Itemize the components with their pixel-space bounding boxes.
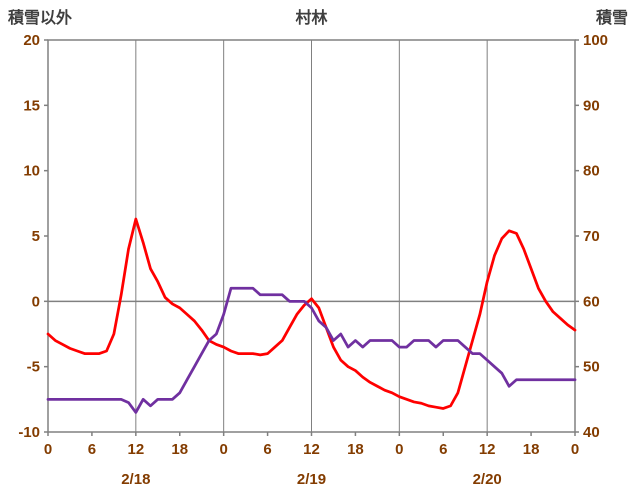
right-axis-title: 積雪 (595, 10, 628, 27)
left-axis-tick-label: -10 (18, 424, 40, 441)
series-red-line (46, 217, 577, 410)
right-axis-tick-label: 70 (583, 228, 600, 245)
right-axis-tick-label: 60 (583, 293, 600, 310)
series-purple-line (46, 286, 577, 414)
x-axis-tick-label: 12 (303, 441, 320, 458)
chart-title: 村林 (295, 10, 328, 27)
x-axis-tick-label: 12 (127, 441, 144, 458)
x-axis-tick-label: 18 (347, 441, 364, 458)
right-axis-tick-label: 80 (583, 163, 600, 180)
date-label: 2/19 (297, 471, 326, 488)
date-label: 2/18 (121, 471, 150, 488)
right-axis-tick-label: 100 (583, 32, 608, 49)
right-axis-tick-label: 50 (583, 359, 600, 376)
left-axis-tick-label: 5 (32, 228, 40, 245)
left-axis-tick-label: 0 (32, 293, 40, 310)
x-axis-tick-label: 18 (171, 441, 188, 458)
left-axis-tick-label: -5 (27, 359, 40, 376)
x-axis-tick-label: 6 (88, 441, 96, 458)
left-axis-tick-label: 15 (23, 97, 40, 114)
date-label: 2/20 (473, 471, 502, 488)
right-axis-tick-label: 90 (583, 97, 600, 114)
x-axis-tick-label: 0 (44, 441, 52, 458)
left-axis-title: 積雪以外 (8, 10, 73, 27)
left-axis-tick-label: 10 (23, 163, 40, 180)
x-axis-tick-label: 6 (439, 441, 447, 458)
x-axis-tick-label: 12 (479, 441, 496, 458)
x-axis-tick-label: 18 (523, 441, 540, 458)
x-axis-tick-label: 0 (395, 441, 403, 458)
left-axis-tick-label: 20 (23, 32, 40, 49)
right-axis-tick-label: 40 (583, 424, 600, 441)
x-axis-tick-label: 0 (571, 441, 579, 458)
x-axis-tick-label: 0 (219, 441, 227, 458)
x-axis-tick-label: 6 (263, 441, 271, 458)
